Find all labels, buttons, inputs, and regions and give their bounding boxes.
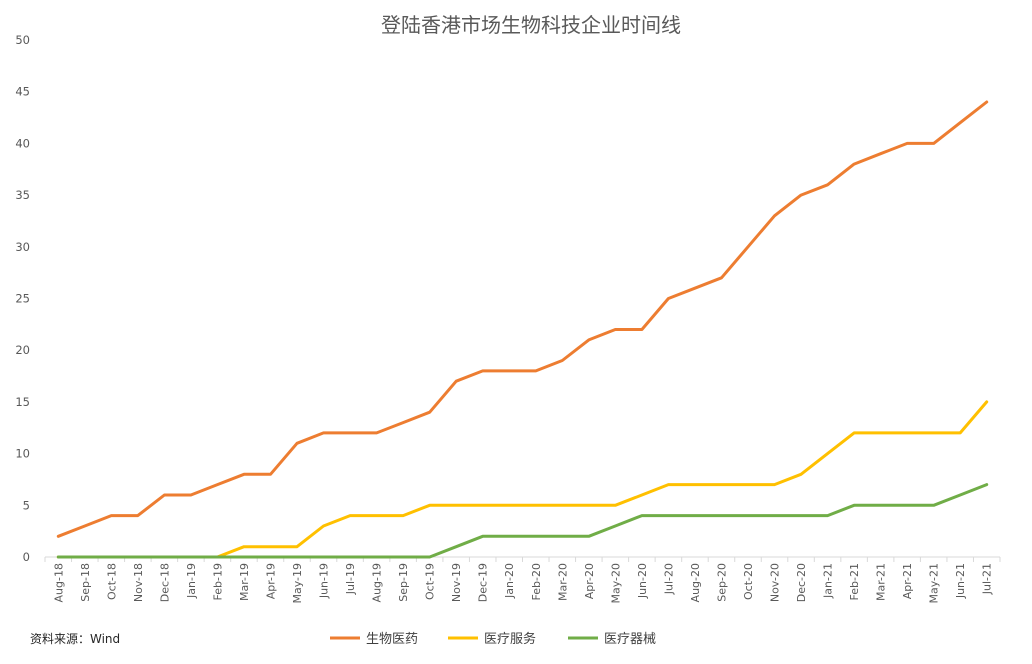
x-tick-label: Jun-21 (954, 563, 967, 599)
x-tick-label: Jan-20 (503, 563, 516, 599)
x-tick-label: Aug-19 (371, 563, 384, 602)
y-tick-label: 0 (23, 550, 30, 564)
x-tick-label: Nov-19 (450, 563, 463, 602)
x-tick-label: Nov-18 (132, 563, 145, 602)
x-tick-label: Dec-19 (477, 563, 490, 602)
x-tick-label: Jan-19 (185, 563, 198, 599)
x-tick-label: Aug-18 (52, 563, 65, 602)
legend-label: 医疗器械 (604, 632, 656, 647)
x-tick-label: May-20 (609, 563, 622, 604)
y-tick-label: 45 (15, 85, 30, 99)
y-tick-label: 35 (15, 188, 30, 202)
x-tick-label: Jun-19 (318, 563, 331, 599)
x-tick-label: Jul-21 (981, 563, 994, 595)
x-tick-label: May-21 (928, 563, 941, 604)
series-line (56, 483, 989, 559)
series-line (56, 100, 989, 538)
source-note: 资料来源：Wind (30, 632, 120, 646)
series-lines (56, 100, 989, 559)
x-tick-label: Oct-20 (742, 563, 755, 600)
x-tick-label: Dec-20 (795, 563, 808, 602)
y-tick-label: 15 (15, 395, 30, 409)
x-tick-label: Mar-21 (875, 563, 888, 601)
x-tick-label: Feb-19 (211, 563, 224, 600)
x-tick-label: Feb-21 (848, 563, 861, 600)
legend-label: 医疗服务 (484, 631, 536, 647)
series-line (56, 400, 989, 559)
y-tick-label: 20 (15, 343, 30, 357)
y-tick-label: 10 (15, 447, 30, 461)
x-tick-label: Apr-19 (264, 563, 277, 599)
y-tick-label: 40 (15, 136, 30, 150)
legend-label: 生物医药 (366, 632, 418, 647)
x-tick-label: Aug-20 (689, 563, 702, 602)
x-axis: Aug-18 Sep-18 Oct-18 Nov-18 Dec-18 Jan-19 Feb-… (44, 557, 1001, 604)
x-tick-label: Mar-20 (556, 563, 569, 601)
y-tick-label: 5 (23, 498, 30, 512)
chart-title: 登陆香港市场生物科技企业时间线 (381, 13, 681, 37)
x-tick-label: Sep-20 (715, 563, 728, 602)
y-tick-label: 30 (15, 240, 30, 254)
y-tick-label: 50 (15, 33, 30, 47)
y-tick-label: 25 (15, 292, 30, 306)
x-tick-label: Apr-21 (901, 563, 914, 599)
legend: 生物医药 医疗服务 医疗器械 (330, 631, 656, 647)
x-tick-label: Oct-19 (424, 563, 437, 600)
y-axis: 0 5 10 15 20 25 30 35 40 45 50 (15, 33, 30, 564)
x-tick-label: Nov-20 (769, 563, 782, 602)
x-tick-label: Apr-20 (583, 563, 596, 599)
x-tick-label: Jun-20 (636, 563, 649, 599)
x-tick-label: May-19 (291, 563, 304, 604)
x-tick-label: Mar-19 (238, 563, 251, 601)
x-tick-label: Sep-19 (397, 563, 410, 602)
x-tick-label: Jan-21 (822, 563, 835, 599)
x-tick-label: Dec-18 (158, 563, 171, 602)
x-tick-label: Jul-20 (662, 563, 675, 595)
x-tick-label: Feb-20 (530, 563, 543, 600)
x-tick-label: Sep-18 (79, 563, 92, 602)
x-tick-label: Oct-18 (105, 563, 118, 600)
x-tick-label: Jul-19 (344, 563, 357, 595)
